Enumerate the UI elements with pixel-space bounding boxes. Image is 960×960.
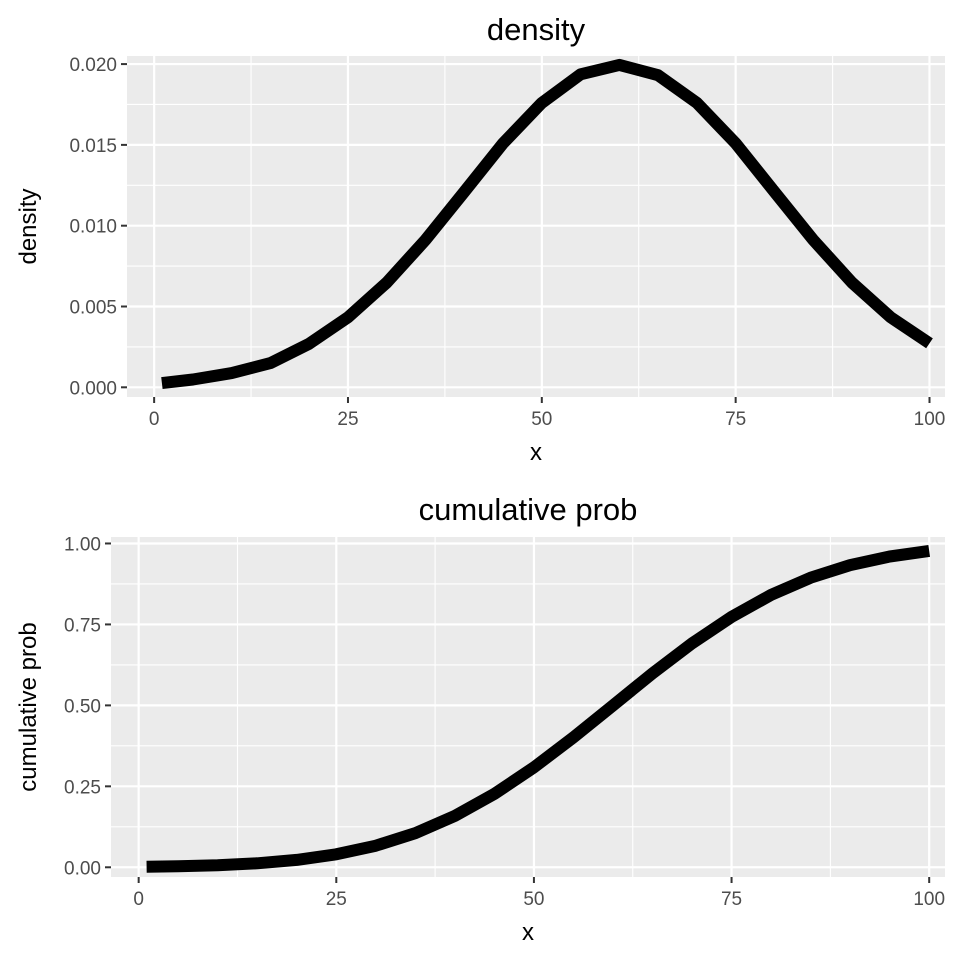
cumulative-prob-y-tick-label: 1.00 bbox=[64, 534, 101, 555]
cumulative-prob-plot-background bbox=[111, 537, 945, 877]
cumulative-prob-x-tick-label: 75 bbox=[721, 889, 742, 910]
density-y-axis-title: density bbox=[15, 188, 42, 264]
density-x-tick-label: 75 bbox=[725, 409, 746, 430]
cumulative-prob-x-tick-label: 50 bbox=[523, 889, 544, 910]
density-x-tick-label: 50 bbox=[531, 409, 552, 430]
density-y-tick-label: 0.020 bbox=[69, 55, 117, 76]
cumulative-prob-y-tick-label: 0.75 bbox=[64, 615, 101, 636]
cumulative-prob-y-tick-label: 0.25 bbox=[64, 777, 101, 798]
cumulative-prob-y-tick-label: 0.00 bbox=[64, 858, 101, 879]
density-y-tick-label: 0.005 bbox=[69, 297, 117, 318]
cumulative-prob-plot-title: cumulative prob bbox=[419, 492, 638, 527]
density-curve-line bbox=[161, 58, 933, 390]
density-y-tick-label: 0.010 bbox=[69, 217, 117, 238]
cumulative-prob-x-tick-label: 25 bbox=[326, 889, 347, 910]
cumulative-prob-y-axis-title: cumulative prob bbox=[15, 622, 42, 791]
density-x-tick-label: 0 bbox=[149, 409, 160, 430]
cumulative-prob-y-tick-label: 0.50 bbox=[64, 696, 101, 717]
density-y-tick-label: 0.015 bbox=[69, 136, 117, 157]
density-y-tick-label: 0.000 bbox=[69, 378, 117, 399]
density-plot-title: density bbox=[487, 12, 586, 47]
cumulative-prob-panel: 0 25 50 75 100 0.00 0.25 0.50 0.75 1.00 cumulative… bbox=[15, 492, 945, 946]
cumulative-prob-x-tick-label: 0 bbox=[133, 889, 144, 910]
cumulative-prob-x-axis-title: x bbox=[522, 919, 534, 946]
cumulative-prob-curve-line bbox=[146, 544, 931, 873]
density-x-tick-label: 25 bbox=[337, 409, 358, 430]
cumulative-prob-x-tick-label: 100 bbox=[913, 889, 945, 910]
density-panel: 0 25 50 75 100 0.000 0.005 0.010 0.015 0.020 densi… bbox=[15, 12, 945, 466]
density-x-tick-label: 100 bbox=[914, 409, 946, 430]
density-x-axis-title: x bbox=[530, 439, 542, 466]
